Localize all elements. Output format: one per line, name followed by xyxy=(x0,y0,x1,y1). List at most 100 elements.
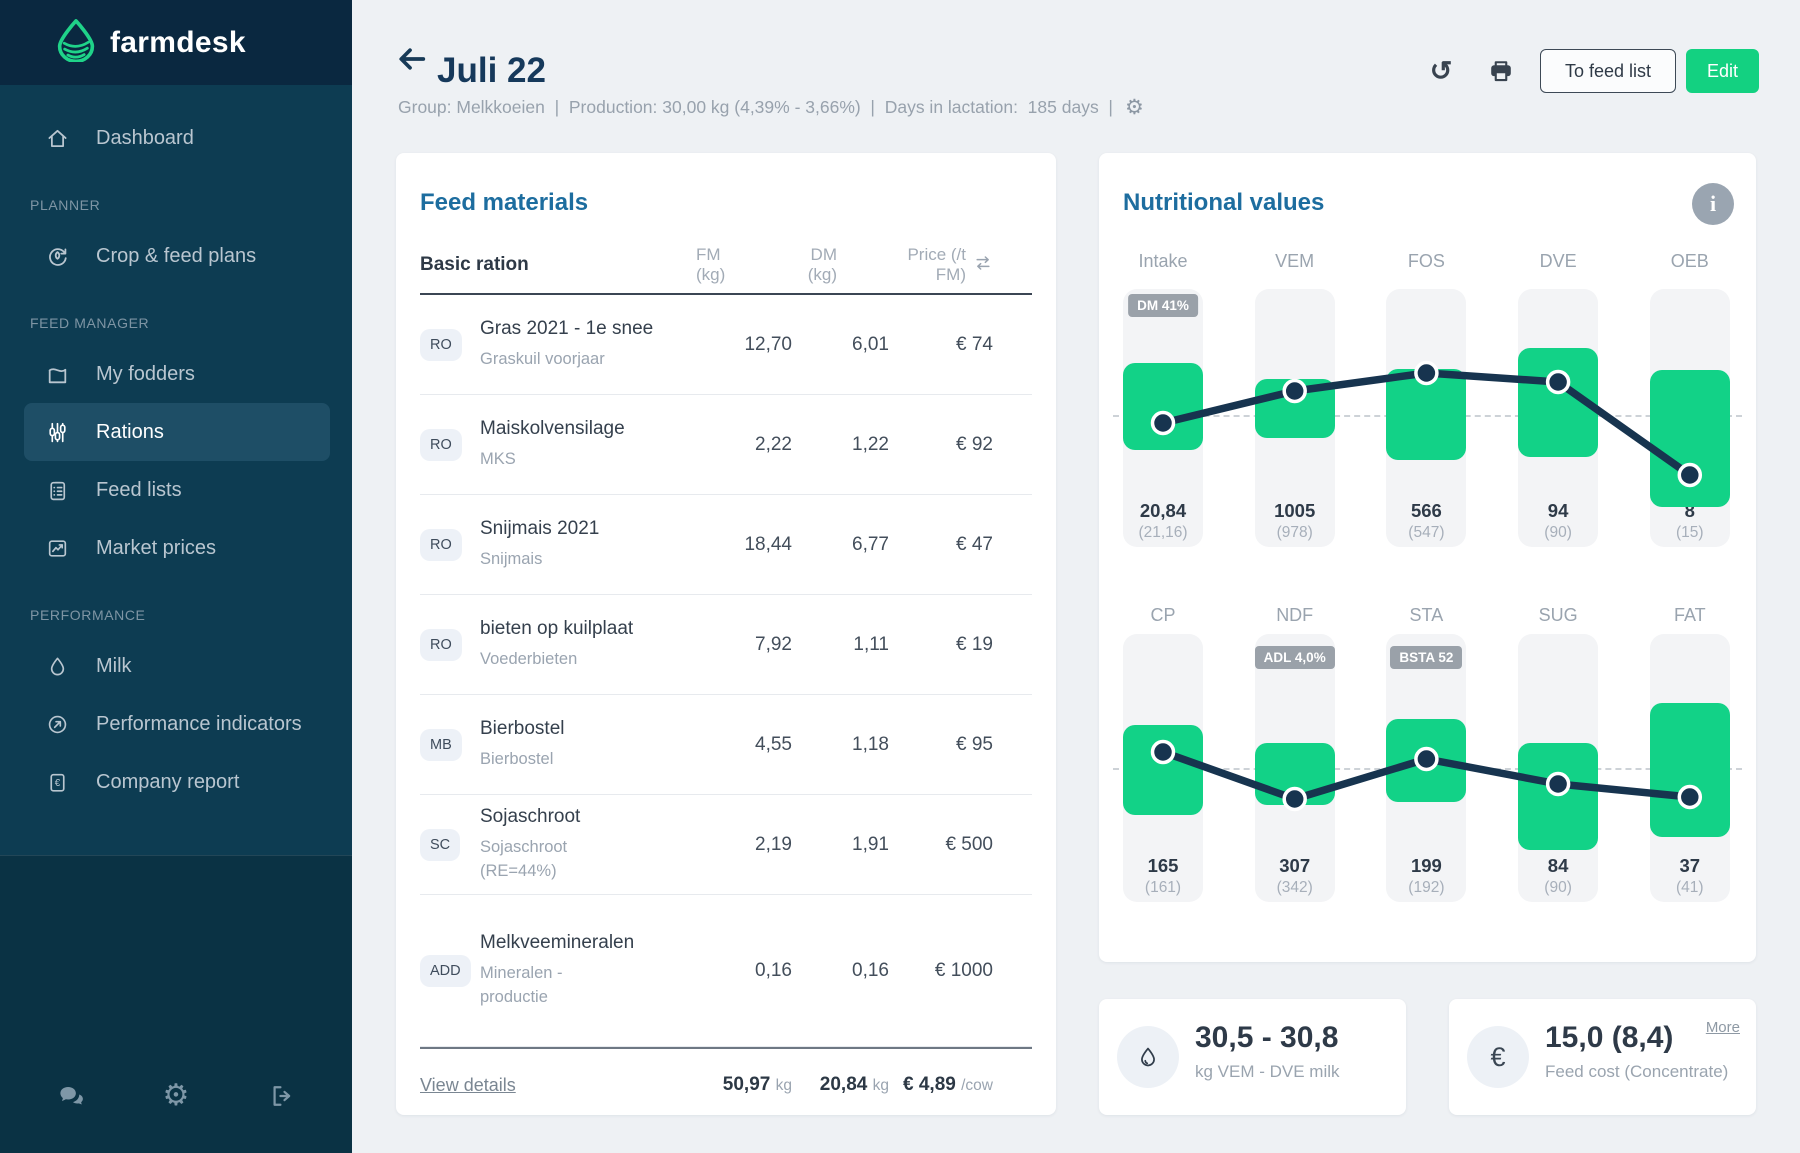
nutrient-dot xyxy=(1545,771,1571,797)
milk-stat-value: 30,5 - 30,8 xyxy=(1195,1021,1339,1054)
droplet-icon xyxy=(44,653,70,679)
nutrient-label-OEB: OEB xyxy=(1670,251,1709,271)
feed-row: MB Bierbostel Bierbostel 4,55 1,18 € 95 xyxy=(420,695,1032,795)
view-details-link[interactable]: View details xyxy=(420,1074,516,1095)
svg-text:€: € xyxy=(54,777,60,788)
sidebar: farmdesk Dashboard PLANNER Crop & feed p… xyxy=(0,0,352,1153)
feed-table-header: Basic ration FM (kg) DM (kg) Price (/t F… xyxy=(420,237,1032,295)
feed-name: Snijmais 2021 xyxy=(480,518,600,540)
to-feed-list-button[interactable]: To feed list xyxy=(1540,49,1676,93)
nutrient-target: (192) xyxy=(1408,879,1445,896)
price-total: € 4,89 /cow xyxy=(903,1074,993,1095)
nutrient-value: 37 xyxy=(1679,855,1701,876)
back-arrow-icon[interactable] xyxy=(395,42,429,76)
sidebar-item-feed-lists[interactable]: Feed lists xyxy=(24,461,330,519)
nutrient-value: 165 xyxy=(1147,855,1179,876)
nutrient-bar-SUG xyxy=(1518,743,1599,850)
feed-type-badge: RO xyxy=(420,528,462,561)
nutrient-value: 84 xyxy=(1547,855,1569,876)
sidebar-item-label: Market prices xyxy=(96,536,217,559)
nutrient-line-chart xyxy=(1150,739,1703,812)
sidebar-item-company-report[interactable]: € Company report xyxy=(24,753,330,811)
fm-value: 18,44 xyxy=(744,533,792,555)
sidebar-item-label: Milk xyxy=(96,654,132,677)
info-icon[interactable]: i xyxy=(1692,183,1734,225)
sliders-icon xyxy=(44,419,70,445)
nutrient-label-STA: STA xyxy=(1409,605,1444,625)
feed-subname: Snijmais xyxy=(480,549,543,568)
nutrient-dot xyxy=(1677,462,1703,488)
sidebar-section-performance: PERFORMANCE xyxy=(30,607,146,623)
dm-total: 20,84 kg xyxy=(819,1074,889,1095)
sidebar-item-performance-indicators[interactable]: Performance indicators xyxy=(24,695,330,753)
sidebar-item-dashboard[interactable]: Dashboard xyxy=(24,109,330,167)
feed-row: RO bieten op kuilplaat Voederbieten 7,92 … xyxy=(420,595,1032,695)
nutritional-values-title: Nutritional values xyxy=(1123,189,1325,216)
sidebar-header: farmdesk xyxy=(0,0,352,85)
more-link[interactable]: More xyxy=(1705,1019,1740,1036)
nutrient-values: 165 (161) xyxy=(1101,855,1225,897)
feed-row: ADD Melkveemineralen Mineralen - producti… xyxy=(420,895,1032,1047)
swap-sort-icon[interactable] xyxy=(973,253,993,278)
feed-name: Bierbostel xyxy=(480,718,565,740)
nutritional-values-card: Nutritional values i Intake VEM FOS DVE OEB … xyxy=(1099,153,1756,962)
history-icon[interactable]: ↺ xyxy=(1429,55,1453,86)
sidebar-item-my-fodders[interactable]: My fodders xyxy=(24,345,330,403)
sidebar-item-rations[interactable]: Rations xyxy=(24,403,330,461)
nutrient-dot xyxy=(1282,378,1307,404)
settings-icon[interactable]: ⚙ xyxy=(162,1079,190,1112)
feed-cost-card: More € 15,0 (8,4) Feed cost (Concentrate… xyxy=(1449,999,1756,1115)
sidebar-item-market-prices[interactable]: Market prices xyxy=(24,519,330,577)
sidebar-footer: ⚙ xyxy=(0,855,352,1153)
cost-stat-label: Feed cost (Concentrate) xyxy=(1545,1062,1729,1081)
feed-subname: Sojaschroot (RE=44%) xyxy=(480,837,568,880)
price-value: € 95 xyxy=(956,733,993,755)
logo-text: farmdesk xyxy=(110,25,246,59)
nutrient-label-FOS: FOS xyxy=(1407,251,1445,271)
nutrient-dot xyxy=(1414,746,1439,772)
nutrient-target: (90) xyxy=(1544,524,1572,541)
print-icon[interactable] xyxy=(1485,55,1517,87)
nutrient-line-chart xyxy=(1150,360,1703,488)
feed-name: bieten op kuilplaat xyxy=(480,618,634,640)
milk-droplet-icon xyxy=(1117,1026,1179,1088)
cost-stat-value: 15,0 (8,4) xyxy=(1545,1021,1674,1054)
price-value: € 500 xyxy=(945,833,993,855)
nutrient-dot xyxy=(1282,786,1307,812)
report-icon: € xyxy=(44,769,70,795)
chat-icon[interactable] xyxy=(56,1081,86,1111)
nutrient-dot xyxy=(1677,784,1703,810)
sidebar-item-milk[interactable]: Milk xyxy=(24,637,330,695)
nutrient-label-Intake: Intake xyxy=(1138,251,1188,271)
fm-total: 50,97 kg xyxy=(722,1074,792,1095)
logout-icon[interactable] xyxy=(266,1081,296,1111)
feed-name: Gras 2021 - 1e snee xyxy=(480,318,654,340)
sidebar-nav: Dashboard PLANNER Crop & feed plans FEED… xyxy=(0,85,352,811)
price-value: € 92 xyxy=(956,433,993,455)
nutrient-target: (978) xyxy=(1276,524,1313,541)
nutrient-target: (21,16) xyxy=(1138,524,1188,541)
sidebar-item-label: Company report xyxy=(96,770,240,793)
nutrient-values: 566 (547) xyxy=(1364,500,1488,542)
dm-value: 1,22 xyxy=(852,433,889,455)
edit-button[interactable]: Edit xyxy=(1686,49,1759,93)
sidebar-item-crop-feed-plans[interactable]: Crop & feed plans xyxy=(24,227,330,285)
nutrient-values: 94 (90) xyxy=(1496,500,1620,542)
column-dm: DM (kg) xyxy=(807,245,837,284)
feed-type-badge: RO xyxy=(420,428,462,461)
fm-value: 2,22 xyxy=(755,433,792,455)
nutrient-target: (342) xyxy=(1276,879,1313,896)
market-chart-icon xyxy=(44,535,70,561)
nutrient-label-DVE: DVE xyxy=(1539,251,1577,271)
feed-type-badge: MB xyxy=(420,728,462,761)
price-value: € 47 xyxy=(956,533,993,555)
nutrient-values: 199 (192) xyxy=(1364,855,1488,897)
nutrient-target: (547) xyxy=(1408,524,1445,541)
nutrient-bar-Intake xyxy=(1123,363,1203,450)
dm-value: 1,18 xyxy=(852,733,889,755)
subtitle-gear-icon[interactable]: ⚙ xyxy=(1124,96,1144,119)
column-price: Price (/t FM) xyxy=(889,245,993,285)
nutrient-badge: BSTA 52 xyxy=(1390,646,1463,669)
indicator-icon xyxy=(44,711,70,737)
column-basic-ration: Basic ration xyxy=(420,254,529,275)
